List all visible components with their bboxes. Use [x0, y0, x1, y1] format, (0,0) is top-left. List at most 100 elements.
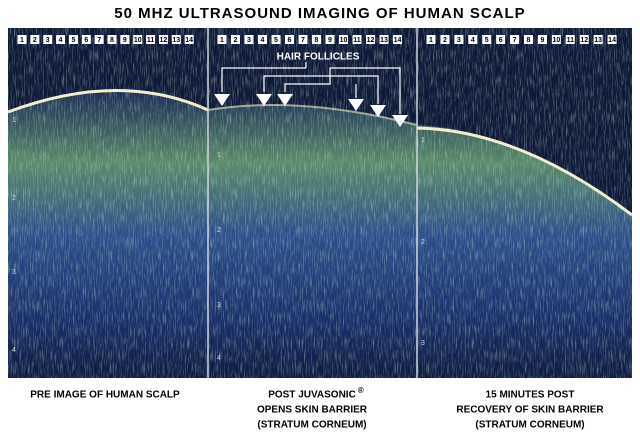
scale-label: 2: [33, 37, 37, 44]
scale-label: 8: [110, 37, 114, 44]
caption: (STRATUM CORNEUM): [257, 420, 366, 431]
speckle: [8, 28, 632, 378]
scale-box: [146, 35, 156, 44]
scale-box: [607, 35, 617, 44]
depth-label: 1: [217, 152, 221, 159]
scale-box: [107, 35, 117, 44]
scale-label: 6: [84, 37, 88, 44]
scale-label: 13: [172, 37, 180, 44]
scale-label: 10: [552, 37, 560, 44]
title: 50 MHZ ULTRASOUND IMAGING OF HUMAN SCALP: [114, 5, 525, 22]
depth-label: 1: [12, 117, 16, 124]
scale-box: [537, 35, 547, 44]
scale-box: [171, 35, 181, 44]
scale-label: 13: [594, 37, 602, 44]
scale-box: [379, 35, 389, 44]
scale-label: 5: [485, 37, 489, 44]
scale-box: [454, 35, 464, 44]
scale-box: [30, 35, 40, 44]
depth-label: 2: [217, 227, 221, 234]
scale-label: 14: [608, 37, 616, 44]
scale-box: [285, 35, 294, 44]
caption: RECOVERY OF SKIN BARRIER: [456, 405, 604, 416]
scale-box: [352, 35, 362, 44]
scale-label: 5: [71, 37, 75, 44]
scale-label: 2: [234, 37, 238, 44]
scale-label: 6: [499, 37, 503, 44]
scale-box: [312, 35, 321, 44]
scale-label: 2: [443, 37, 447, 44]
annotation: HAIR FOLLICLES: [277, 52, 360, 63]
scale-label: 7: [97, 37, 101, 44]
depth-label: 3: [217, 302, 221, 309]
scale-box: [158, 35, 168, 44]
scale-label: 11: [147, 37, 155, 44]
depth-label: 4: [12, 347, 16, 354]
caption: POST JUVASONIC: [268, 390, 356, 401]
scale-box: [184, 35, 194, 44]
scale-label: 5: [274, 37, 278, 44]
scale-box: [94, 35, 104, 44]
follicle-arrows: [214, 94, 408, 127]
scale-label: 3: [247, 37, 251, 44]
scale-box: [68, 35, 78, 44]
scale-label: 8: [527, 37, 531, 44]
scale-box: [258, 35, 267, 44]
scale-box: [56, 35, 66, 44]
scale-label: 7: [513, 37, 517, 44]
skin-surface: [7, 89, 209, 114]
scale-label: 3: [46, 37, 50, 44]
scale-label: 3: [457, 37, 461, 44]
caption: 15 MINUTES POST: [486, 390, 575, 401]
scale-label: 7: [301, 37, 305, 44]
scale-label: 9: [540, 37, 544, 44]
scale-box: [426, 35, 436, 44]
scale-box: [298, 35, 308, 44]
scale-box: [133, 35, 143, 44]
scale-label: 4: [261, 37, 265, 44]
skin-surface: [207, 104, 418, 126]
scale-label: 12: [160, 37, 168, 44]
scale-label: 6: [288, 37, 292, 44]
scale-box: [43, 35, 53, 44]
scale-box: [579, 35, 589, 44]
scale-label: 1: [20, 37, 24, 44]
scale-label: 11: [353, 37, 361, 44]
scale-box: [440, 35, 450, 44]
scale-box: [120, 35, 130, 44]
depth-label: 2: [421, 239, 425, 246]
scale-box: [366, 35, 375, 44]
depth-label: 2: [12, 195, 16, 202]
scale-label: 14: [185, 37, 193, 44]
scale-label: 1: [220, 37, 224, 44]
scale-label: 12: [580, 37, 588, 44]
follicle-callout: [221, 62, 401, 114]
scale-box: [325, 35, 335, 44]
scale-label: 10: [340, 37, 348, 44]
scale-label: 1: [429, 37, 433, 44]
scale-label: 9: [123, 37, 127, 44]
caption: OPENS SKIN BARRIER: [257, 405, 368, 416]
scale-box: [81, 35, 91, 44]
scale-label: 4: [59, 37, 63, 44]
scale-box: [231, 35, 240, 44]
scale-box: [565, 35, 575, 44]
scale-label: 8: [315, 37, 319, 44]
depth-label: 3: [421, 340, 425, 347]
scale-box: [496, 35, 506, 44]
scale-box: [551, 35, 561, 44]
caption: (STRATUM CORNEUM): [475, 420, 584, 431]
scale-box: [482, 35, 492, 44]
scale-box: [393, 35, 402, 44]
scale-box: [244, 35, 254, 44]
scale-label: 11: [567, 37, 575, 44]
caption: PRE IMAGE OF HUMAN SCALP: [30, 390, 180, 401]
scale-box: [510, 35, 520, 44]
scale-box: [468, 35, 478, 44]
scale-box: [593, 35, 603, 44]
scale-box: [339, 35, 348, 44]
skin-surface: [416, 126, 633, 217]
depth-label: 4: [217, 355, 221, 362]
scale-label: 9: [328, 37, 332, 44]
